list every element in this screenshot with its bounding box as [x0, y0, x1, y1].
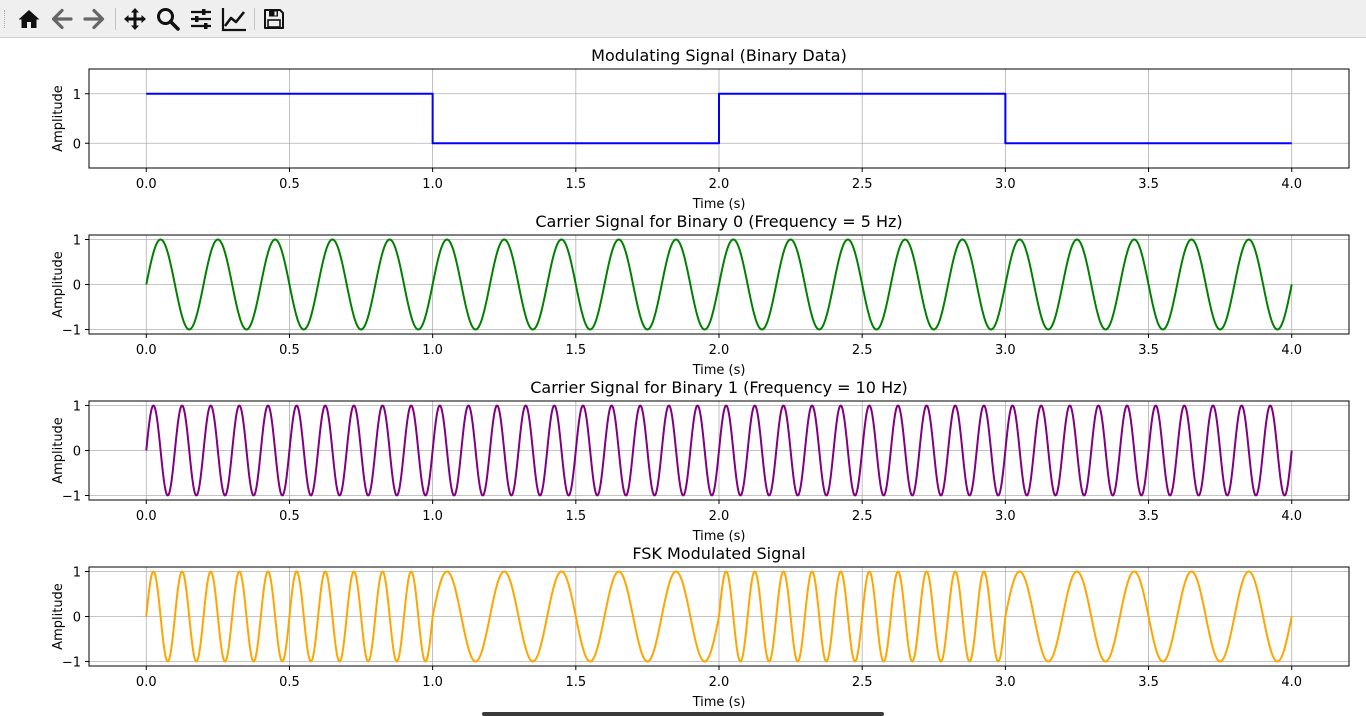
configure-subplots-button[interactable] — [187, 5, 215, 33]
x-tick-label: 2.0 — [709, 177, 730, 192]
subplot-4: 0.0 0.5 1.0 1.5 2.0 2.5 3.0 3.5 4.0 −1 0 1 FSK Modul… — [51, 544, 1350, 710]
forward-arrow-icon — [83, 8, 105, 30]
x-tick-label: 0.5 — [279, 509, 300, 524]
x-tick-label: 2.5 — [852, 509, 873, 524]
x-tick-label: 2.0 — [709, 509, 730, 524]
x-tick-label: 3.0 — [995, 675, 1016, 690]
y-tick-label: −1 — [62, 324, 81, 339]
y-axis-label: Amplitude — [51, 583, 66, 650]
subplot-title: FSK Modulated Signal — [632, 544, 805, 563]
x-tick-label: 1.5 — [565, 675, 586, 690]
x-tick-label: 2.5 — [852, 675, 873, 690]
configure-subplots-icon — [191, 9, 211, 29]
y-tick-label: −1 — [62, 656, 81, 671]
figure-plots: 0.0 0.5 1.0 1.5 2.0 2.5 3.0 3.5 4.0 0 1 Modulating … — [51, 46, 1350, 710]
x-tick-label: 0.0 — [136, 675, 157, 690]
y-tick-label: 1 — [73, 566, 81, 581]
x-tick-label: 3.0 — [995, 343, 1016, 358]
x-tick-label: 3.5 — [1138, 509, 1159, 524]
zoom-button[interactable] — [154, 5, 182, 33]
x-tick-label: 1.0 — [422, 343, 443, 358]
x-tick-label: 0.0 — [136, 509, 157, 524]
x-tick-label: 2.5 — [852, 343, 873, 358]
x-tick-label: 1.0 — [422, 509, 443, 524]
y-tick-label: −1 — [62, 490, 81, 505]
navigation-toolbar — [0, 0, 1366, 38]
x-tick-label: 1.0 — [422, 177, 443, 192]
forward-button[interactable] — [80, 5, 108, 33]
toolbar-grip[interactable] — [4, 10, 8, 28]
x-tick-label: 3.5 — [1138, 177, 1159, 192]
subplot-3: 0.0 0.5 1.0 1.5 2.0 2.5 3.0 3.5 4.0 −1 0 1 Carrier S… — [51, 378, 1350, 544]
signal-line — [145, 570, 1293, 663]
home-icon — [18, 10, 40, 28]
x-tick-label: 0.5 — [279, 343, 300, 358]
edit-axis-icon — [221, 8, 246, 32]
x-tick-label: 4.0 — [1281, 343, 1302, 358]
x-tick-label: 0.5 — [279, 177, 300, 192]
zoom-icon — [157, 8, 180, 31]
x-tick-label: 3.0 — [995, 177, 1016, 192]
x-tick-label: 1.5 — [565, 509, 586, 524]
back-button[interactable] — [48, 5, 76, 33]
y-axis-label: Amplitude — [51, 85, 66, 152]
x-tick-label: 3.0 — [995, 509, 1016, 524]
pan-icon — [124, 8, 146, 30]
x-tick-label: 3.5 — [1138, 343, 1159, 358]
x-tick-label: 3.5 — [1138, 675, 1159, 690]
y-tick-label: 0 — [73, 611, 81, 626]
subplot-1: 0.0 0.5 1.0 1.5 2.0 2.5 3.0 3.5 4.0 0 1 Modulating … — [51, 46, 1350, 212]
subplot-title: Carrier Signal for Binary 1 (Frequency =… — [530, 378, 907, 397]
y-axis-label: Amplitude — [51, 417, 66, 484]
save-icon — [264, 9, 284, 29]
x-axis-label: Time (s) — [692, 197, 746, 212]
home-button[interactable] — [15, 5, 43, 33]
signal-line — [146, 92, 1292, 145]
y-tick-label: 0 — [73, 279, 81, 294]
x-tick-label: 2.0 — [709, 343, 730, 358]
x-axis-label: Time (s) — [692, 529, 746, 544]
x-tick-label: 0.0 — [136, 177, 157, 192]
subplot-title: Modulating Signal (Binary Data) — [591, 46, 847, 65]
x-tick-label: 2.0 — [709, 675, 730, 690]
x-axis-label: Time (s) — [692, 363, 746, 378]
back-arrow-icon — [51, 8, 73, 30]
x-tick-label: 1.5 — [565, 177, 586, 192]
y-tick-label: 1 — [73, 234, 81, 249]
x-tick-label: 4.0 — [1281, 177, 1302, 192]
y-tick-label: 1 — [73, 400, 81, 415]
y-axis-label: Amplitude — [51, 251, 66, 318]
x-tick-label: 1.5 — [565, 343, 586, 358]
x-tick-label: 0.5 — [279, 675, 300, 690]
horizontal-scrollbar[interactable] — [482, 712, 884, 716]
subplot-title: Carrier Signal for Binary 0 (Frequency =… — [535, 212, 902, 231]
edit-axis-button[interactable] — [220, 5, 248, 33]
x-tick-label: 0.0 — [136, 343, 157, 358]
subplot-2: 0.0 0.5 1.0 1.5 2.0 2.5 3.0 3.5 4.0 −1 0 1 Carrier S… — [51, 212, 1350, 378]
signal-line — [145, 404, 1293, 497]
y-tick-label: 0 — [73, 445, 81, 460]
y-tick-label: 1 — [73, 88, 81, 103]
x-tick-label: 4.0 — [1281, 675, 1302, 690]
pan-button[interactable] — [121, 5, 149, 33]
x-tick-label: 2.5 — [852, 177, 873, 192]
signal-line — [145, 238, 1293, 331]
toolbar-separator — [115, 8, 116, 30]
y-tick-label: 0 — [73, 137, 81, 152]
x-tick-label: 4.0 — [1281, 509, 1302, 524]
x-axis-label: Time (s) — [692, 695, 746, 710]
figure-canvas[interactable]: 0.0 0.5 1.0 1.5 2.0 2.5 3.0 3.5 4.0 0 1 Modulating … — [0, 38, 1366, 716]
toolbar-separator — [254, 8, 255, 30]
save-button[interactable] — [260, 5, 288, 33]
x-tick-label: 1.0 — [422, 675, 443, 690]
